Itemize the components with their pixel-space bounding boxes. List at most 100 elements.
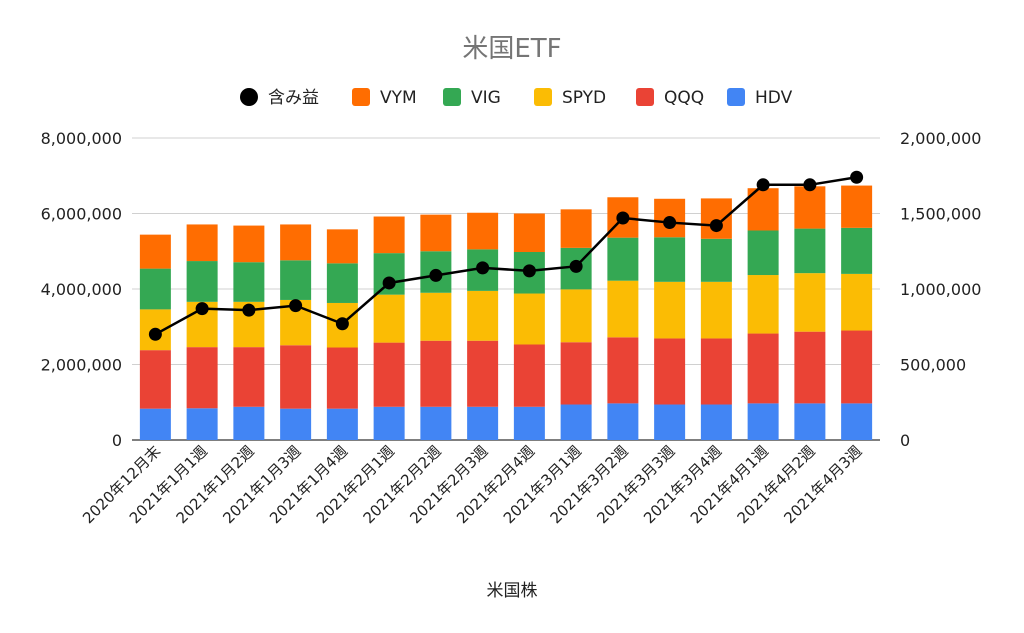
bar-segment-hdv [794, 403, 826, 440]
bar-segment-vym [467, 212, 499, 250]
line-point [382, 276, 396, 290]
bar-segment-hdv [373, 406, 405, 440]
chart-title: 米国ETF [462, 34, 561, 64]
y-axis-right: 0 500,000 1,000,000 1,500,000 2,000,000 [900, 129, 981, 450]
line-point [289, 299, 303, 313]
line-point [522, 264, 536, 278]
y-left-tick-label: 0 [112, 431, 122, 450]
y-right-tick-label: 1,500,000 [900, 205, 981, 224]
bar-segment-hdv [513, 406, 545, 440]
bar-segment-vym [326, 229, 358, 264]
bar-segment-vig [654, 237, 686, 282]
bar-segment-qqq [373, 342, 405, 407]
legend-marker [352, 88, 370, 106]
bar-segment-vig [186, 261, 218, 302]
bar-segment-vig [794, 228, 826, 274]
bar-segment-spyd [607, 280, 639, 338]
bar-segment-vym [560, 209, 592, 248]
bar-segment-qqq [233, 347, 265, 407]
x-axis: 2020年12月末2021年1月1週2021年1月2週2021年1月3週2021… [79, 442, 865, 527]
legend-marker [240, 88, 258, 106]
bar-segment-vym [139, 234, 171, 269]
y-right-tick-label: 500,000 [900, 356, 966, 375]
bar-segment-hdv [139, 408, 171, 440]
line-series [148, 170, 864, 341]
bar-segment-spyd [794, 273, 826, 332]
bar-segment-hdv [420, 406, 452, 440]
line-point [616, 211, 630, 225]
x-axis-title: 米国株 [487, 581, 538, 601]
legend-marker [443, 88, 461, 106]
bar-segment-spyd [560, 289, 592, 343]
bar-segment-qqq [560, 342, 592, 405]
bar-segment-vym [420, 214, 452, 252]
bar-segment-hdv [560, 404, 592, 440]
line-point [242, 303, 256, 317]
line-point [429, 268, 443, 282]
line-point [756, 178, 770, 192]
bar-segment-qqq [700, 338, 732, 405]
bar-segment-hdv [233, 406, 265, 440]
bar-segment-qqq [607, 337, 639, 404]
bar-segment-spyd [841, 273, 873, 331]
legend-label: VIG [471, 88, 501, 108]
bar-segment-qqq [280, 345, 312, 409]
line-path [154, 176, 857, 336]
bar-segment-hdv [280, 408, 312, 440]
bar-segment-vym [233, 225, 265, 263]
bar-segment-vym [794, 186, 826, 229]
bar-segment-qqq [139, 350, 171, 409]
legend-marker [727, 88, 745, 106]
bar-segment-vym [186, 224, 218, 262]
bar-segment-vig [607, 237, 639, 281]
bar-segment-hdv [326, 408, 358, 440]
line-point [195, 302, 209, 316]
bar-segment-hdv [654, 404, 686, 440]
bar-segment-vym [373, 216, 405, 254]
legend-label: VYM [380, 88, 417, 108]
x-tick-label: 2020年12月末 [79, 442, 164, 527]
bar-segment-spyd [467, 290, 499, 341]
line-point [803, 178, 817, 192]
bar-segment-hdv [747, 403, 779, 440]
bar-segment-vig [139, 268, 171, 310]
bar-segment-qqq [654, 338, 686, 405]
legend-marker [534, 88, 552, 106]
line-point [663, 216, 677, 230]
bar-segment-qqq [420, 340, 452, 407]
bar-segment-spyd [747, 275, 779, 334]
bar-segment-spyd [373, 294, 405, 343]
legend-label: QQQ [664, 88, 704, 108]
bar-segment-qqq [841, 330, 873, 404]
bar-segment-hdv [467, 406, 499, 440]
bar-segment-qqq [794, 331, 826, 404]
bar-segment-qqq [326, 347, 358, 409]
bar-segment-vig [233, 262, 265, 302]
bar-segment-spyd [700, 281, 732, 339]
y-left-tick-label: 8,000,000 [41, 129, 122, 148]
legend-label: HDV [755, 88, 793, 108]
bar-segment-qqq [513, 344, 545, 407]
y-axis-left: 0 2,000,000 4,000,000 6,000,000 8,000,000 [41, 129, 122, 450]
y-left-tick-label: 4,000,000 [41, 280, 122, 299]
bar-segment-qqq [186, 347, 218, 409]
line-point [476, 261, 490, 275]
line-point [850, 170, 864, 184]
legend-label: 含み益 [268, 88, 319, 108]
bar-segment-hdv [700, 404, 732, 440]
line-point [569, 259, 583, 273]
bar-segment-qqq [467, 340, 499, 407]
y-left-tick-label: 6,000,000 [41, 205, 122, 224]
bar-segment-vig [747, 230, 779, 276]
legend: 含み益 VYM VIG SPYD QQQ HDV [240, 88, 793, 108]
y-left-tick-label: 2,000,000 [41, 356, 122, 375]
bar-segment-vym [841, 185, 873, 228]
bar-segment-vym [700, 198, 732, 239]
bar-segment-vym [513, 213, 545, 253]
line-point [335, 317, 349, 331]
line-point [709, 219, 723, 233]
bar-segment-spyd [513, 293, 545, 345]
bar-segment-qqq [747, 333, 779, 404]
line-point [148, 327, 162, 341]
